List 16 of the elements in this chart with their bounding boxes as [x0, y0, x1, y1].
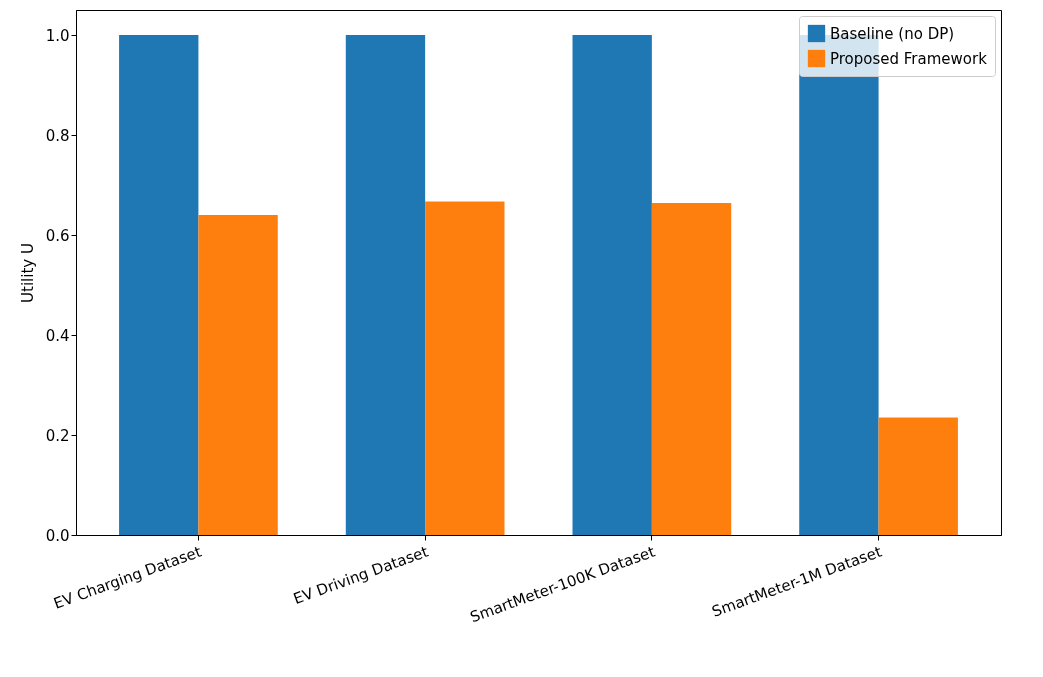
bar [345, 35, 426, 535]
bar [878, 417, 958, 535]
y-tick-label: 0.6 [45, 226, 70, 245]
legend-label: Proposed Framework [830, 49, 988, 68]
bar [198, 215, 278, 535]
bar [572, 35, 652, 535]
bar [425, 201, 505, 535]
bar [119, 35, 199, 535]
y-tick-label: 0.4 [45, 326, 70, 345]
y-tick-label: 0.8 [45, 126, 70, 145]
y-tick-label: 0.2 [45, 426, 70, 445]
y-tick-label: 1.0 [45, 26, 70, 45]
y-axis-title: Utility U [18, 243, 37, 303]
legend-label: Baseline (no DP) [830, 24, 955, 43]
bar [651, 203, 732, 535]
y-tick-label: 0.0 [45, 526, 70, 545]
